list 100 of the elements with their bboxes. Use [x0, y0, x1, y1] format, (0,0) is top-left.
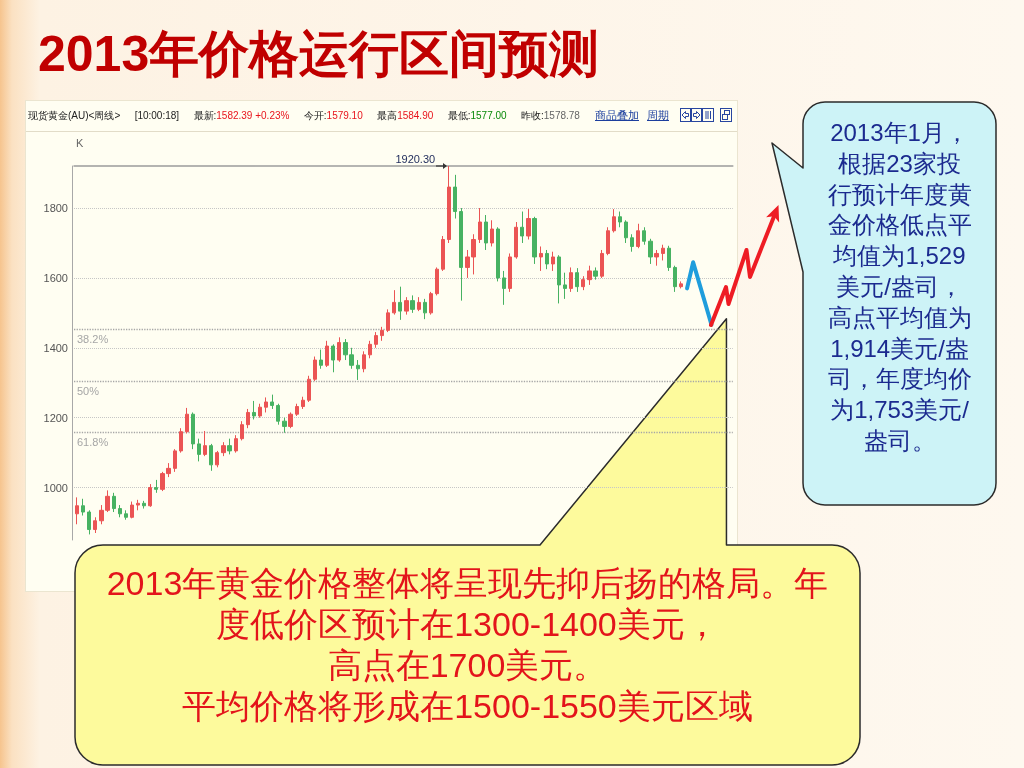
- annotation: 50%: [77, 384, 100, 397]
- candlestick: [368, 340, 372, 359]
- candlestick: [148, 483, 152, 508]
- candlestick: [258, 403, 262, 419]
- candlestick: [563, 272, 567, 300]
- candlestick: [630, 233, 634, 253]
- candlestick: [118, 504, 122, 518]
- candlestick: [221, 441, 226, 457]
- candlestick: [545, 249, 549, 270]
- candlestick: [93, 516, 97, 534]
- candlestick: [581, 275, 585, 291]
- text: 最高1584.90: [377, 110, 434, 121]
- candlestick: [612, 208, 616, 233]
- candlestick: [307, 375, 311, 403]
- text: 昨收:1578.78: [521, 110, 580, 121]
- candlestick: [478, 207, 482, 244]
- candlestick: [136, 499, 140, 511]
- candlestick: [276, 403, 280, 426]
- candlestick: [404, 296, 409, 316]
- candlestick: [319, 349, 323, 370]
- candlestick: [392, 289, 396, 316]
- candlestick: [526, 208, 531, 240]
- candlestick: [417, 296, 421, 312]
- candlestick: [362, 350, 366, 373]
- candlestick: [264, 396, 268, 413]
- candlestick: [423, 298, 427, 320]
- text: 今开:1579.10: [303, 110, 363, 121]
- text: K: [76, 137, 84, 149]
- y-tick-label: 1800: [43, 202, 68, 215]
- text: 现货黄金(AU)<周线>: [28, 110, 121, 122]
- candlestick: [496, 226, 500, 282]
- candlestick: [337, 336, 341, 363]
- candlestick: [502, 270, 506, 306]
- candlestick: [606, 226, 610, 256]
- candlestick: [185, 407, 189, 434]
- candlestick: [514, 221, 518, 260]
- candlestick: [593, 266, 598, 281]
- candlestick: [667, 245, 671, 272]
- candlestick: [313, 356, 317, 382]
- candlestick: [661, 244, 665, 261]
- candlestick: [648, 238, 653, 265]
- candlestick: [508, 252, 512, 293]
- candlestick: [87, 509, 91, 535]
- candlestick: [227, 438, 232, 455]
- candlestick: [410, 294, 415, 314]
- candlestick: [435, 266, 439, 296]
- y-tick-label: 1600: [43, 271, 68, 284]
- candlestick: [288, 411, 293, 429]
- candlestick: [636, 223, 640, 249]
- candlestick: [282, 417, 287, 434]
- candlestick: [459, 207, 463, 302]
- chart-title: 2013年价格运行区间预测: [38, 25, 600, 84]
- candlestick: [203, 430, 207, 457]
- candlestick: [130, 501, 134, 519]
- candlestick: [154, 479, 158, 494]
- text: 周期: [647, 109, 669, 122]
- candlestick: [642, 226, 646, 246]
- candlestick: [301, 396, 305, 410]
- candlestick: [81, 498, 85, 517]
- candlestick: [380, 326, 384, 342]
- candlestick: [386, 308, 390, 333]
- candlestick: [490, 219, 494, 247]
- candlestick: [441, 235, 445, 272]
- text: 2013年黄金价格整体将呈现先抑后扬的格局。年度低价区预计在1300-1400美元，: [105, 563, 830, 645]
- candlestick: [532, 216, 537, 265]
- candlestick: [618, 211, 622, 228]
- text: 商品叠加: [595, 109, 639, 122]
- y-tick-label: 1200: [43, 411, 68, 424]
- candlestick: [173, 448, 177, 473]
- y-tick-label: 1400: [43, 341, 68, 354]
- candlestick: [112, 492, 116, 513]
- text: 高点在1700美元。: [326, 645, 609, 686]
- candlestick: [234, 434, 238, 454]
- text: 2013年1月，根据23家投行预计年度黄金价格低点平均值为1,529美元/盎司，高点平均值为1,914美元/盎司，年度均价为1,753美元/盎司。: [827, 119, 972, 454]
- candlestick: [587, 265, 592, 286]
- candlestick: [215, 450, 219, 468]
- y-tick-label: 1000: [43, 481, 68, 494]
- candlestick: [484, 214, 488, 251]
- candlestick: [197, 438, 201, 462]
- annotation: 61.8%: [77, 435, 109, 448]
- candlestick: [270, 394, 274, 410]
- text: 平均价格将形成在1500-1550美元区域: [181, 686, 754, 727]
- candlestick: [453, 174, 457, 220]
- candlestick: [209, 443, 213, 472]
- candlestick: [654, 249, 659, 267]
- annotation: 38.2%: [77, 332, 109, 345]
- candlestick: [575, 267, 579, 293]
- candlestick: [600, 249, 604, 279]
- candlestick: [679, 280, 683, 289]
- candlestick: [624, 219, 628, 244]
- candlestick: [447, 165, 451, 244]
- candlestick: [179, 427, 183, 454]
- candlestick: [295, 403, 299, 417]
- candlestick: [520, 211, 524, 244]
- candlestick: [356, 359, 360, 381]
- text: 1920.30: [395, 153, 436, 165]
- candlestick: [191, 411, 195, 450]
- candlestick: [398, 286, 402, 321]
- candlestick: [539, 245, 543, 272]
- candlestick: [325, 340, 329, 368]
